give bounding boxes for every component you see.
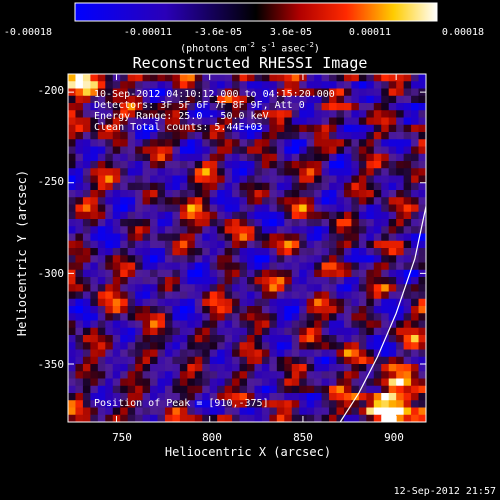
x-tick-label-1: 800: [202, 431, 222, 444]
heatmap-image: [68, 74, 426, 422]
chart-title: Reconstructed RHESSI Image: [132, 54, 368, 72]
colorbar-tick-2: -3.6e-05: [193, 27, 243, 38]
colorbar-tick-3: 3.6e-05: [269, 27, 313, 38]
colorbar-units: (photons cm-2 s-1 asec-2): [180, 41, 320, 55]
annotation-energy: Energy Range: 25.0 - 50.0 keV: [94, 111, 269, 122]
x-axis-label: Heliocentric X (arcsec): [164, 445, 332, 459]
axis-ticks: [68, 74, 426, 422]
y-axis-label: Heliocentric Y (arcsec): [15, 169, 29, 337]
y-tick-label-0: -200: [37, 84, 65, 97]
x-tick-label-3: 900: [384, 431, 404, 444]
annotation-peak: Position of Peak = [910,-375]: [94, 398, 269, 409]
colorbar-tick-1: -0.00011: [123, 27, 173, 38]
timestamp: 12-Sep-2012 21:57: [393, 486, 496, 497]
plot-frame: [67, 73, 427, 423]
annotation-time-range: 10-Sep-2012 04:10:12.000 to 04:15:20.000: [94, 89, 335, 100]
x-tick-label-2: 850: [293, 431, 313, 444]
x-tick-label-0: 750: [112, 431, 132, 444]
annotation-clean: Clean Total counts: 5.44E+03: [94, 122, 263, 133]
annotation-detectors: Detectors: 3F 5F 6F 7F 8F 9F, Att 0: [94, 100, 305, 111]
y-tick-label-1: -250: [37, 175, 65, 188]
colorbar-tick-0: -0.00018: [3, 27, 53, 38]
colorbar-tick-4: 0.00011: [348, 27, 392, 38]
colorbar: [74, 2, 438, 22]
colorbar-tick-5: 0.00018: [441, 27, 485, 38]
y-tick-label-2: -300: [37, 267, 65, 280]
solar-limb-line: [339, 206, 426, 422]
y-tick-label-3: -350: [37, 358, 65, 371]
